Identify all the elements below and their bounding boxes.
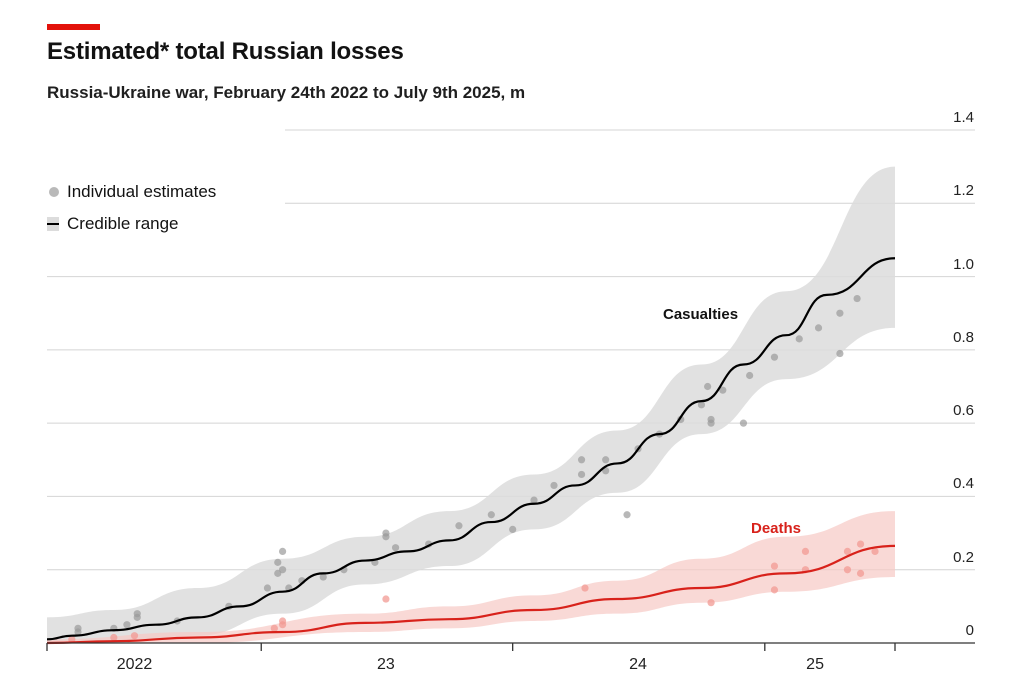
casualties-estimate-point [770,353,779,361]
casualties-estimate-point [74,628,82,636]
y-tick-label: 1.2 [953,182,974,200]
casualties-estimate-point [704,382,712,391]
legend-item-estimates: Individual estimates [47,176,216,208]
y-tick-label: 0.4 [953,475,974,493]
x-tick-label: 2022 [116,656,153,673]
casualties-estimate-point [577,470,586,479]
casualties-estimate-point [391,544,400,552]
casualties-estimate-point [746,371,754,380]
casualties-estimate-point [274,558,282,566]
casualties-estimate-point [853,294,861,303]
series-label-deaths: Deaths [751,520,802,537]
deaths-estimate-point [581,584,589,592]
casualties-estimate-point [602,456,610,464]
deaths-estimate-point [707,599,715,607]
legend-dot-icon [49,187,59,197]
legend-item-range: Credible range [47,208,216,240]
casualties-estimate-point [123,621,131,629]
legend-label-estimates: Individual estimates [67,182,217,201]
casualties-estimate-point [509,525,517,534]
x-tick-label: 23 [377,656,395,673]
deaths-estimate-point [801,547,810,555]
y-tick-label: 0 [965,622,974,639]
deaths-estimate-point [871,547,879,555]
casualties-estimate-point [719,386,727,394]
casualties-estimate-point [707,419,715,427]
accent-bar [47,24,100,30]
deaths-estimate-point [856,569,865,577]
casualties-estimate-point [530,496,538,504]
y-tick-label: 0.6 [953,402,974,420]
deaths-estimate-point [270,624,278,632]
deaths-range-band [47,511,895,643]
y-tick-label: 0.2 [953,548,974,566]
casualties-estimate-point [623,511,631,519]
casualties-estimate-point [814,324,823,332]
deaths-estimate-point [130,632,139,640]
deaths-estimate-point [843,566,852,574]
casualties-estimate-point [274,569,282,577]
casualties-estimate-point [836,309,844,317]
chart-title: Estimated* total Russian losses [47,38,404,65]
deaths-line [46,544,896,645]
casualties-estimate-point [836,349,844,358]
deaths-estimate-point [856,540,865,548]
casualties-estimate-point [278,547,287,555]
chart-subtitle: Russia-Ukraine war, February 24th 2022 t… [47,83,526,102]
casualties-estimate-point [382,533,390,541]
casualties-estimate-point [263,584,272,592]
casualties-estimate-point [795,335,803,343]
casualties-estimate-point [133,610,141,618]
deaths-estimate-point [770,586,779,594]
deaths-estimate-point [843,547,852,555]
casualties-estimate-point [455,522,463,530]
y-tick-label: 1.4 [953,109,974,126]
casualties-estimate-point [739,419,748,427]
deaths-estimate-point [278,617,287,625]
x-tick-label: 24 [629,656,647,673]
casualties-line [46,257,896,641]
casualties-estimate-point [487,511,495,519]
casualties-estimate-point [577,456,586,464]
series-label-casualties: Casualties [663,306,739,323]
legend-range-icon [47,217,59,231]
deaths-estimate-point [68,635,76,643]
casualties-estimate-point [602,467,610,475]
y-tick-label: 0.8 [953,328,974,346]
casualties-estimate-point [550,481,558,490]
deaths-estimate-point [382,595,390,603]
deaths-estimate-point [110,633,118,642]
legend: Individual estimates Credible range [47,176,216,240]
x-tick-label: 25 [806,656,824,673]
casualties-range-band [47,166,895,643]
casualties-estimate-point [697,401,706,409]
casualties-estimate-point [319,573,327,581]
deaths-estimate-point [770,562,779,570]
legend-label-range: Credible range [67,214,179,233]
y-tick-label: 1.0 [953,255,974,273]
